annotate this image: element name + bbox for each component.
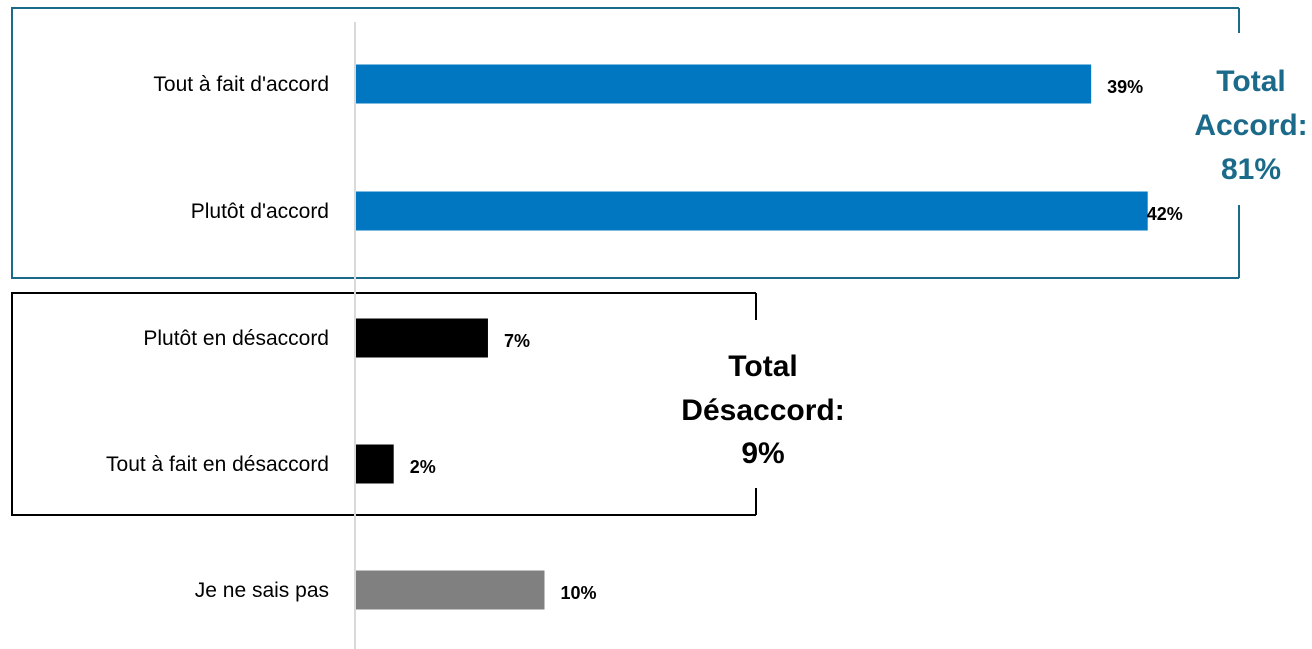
group-frames — [11, 7, 1240, 516]
total-desaccord-label: Désaccord: — [681, 394, 844, 427]
total-accord-label: 81% — [1221, 153, 1281, 186]
bar — [356, 318, 488, 358]
total-desaccord-label: Total — [728, 350, 797, 383]
category-label: Je ne sais pas — [195, 579, 329, 602]
category-label: Plutôt en désaccord — [143, 327, 329, 350]
bar — [356, 570, 545, 610]
bar — [356, 191, 1148, 231]
category-label: Plutôt d'accord — [191, 200, 329, 223]
value-labels: 39% 42% 7% 2% 10% — [410, 77, 1183, 603]
category-label: Tout à fait en désaccord — [106, 453, 329, 476]
value-label: 2% — [410, 457, 436, 477]
total-accord-label: Total — [1216, 65, 1285, 98]
total-accord-label: Accord: — [1194, 109, 1307, 142]
value-label: 42% — [1147, 204, 1183, 224]
bar — [356, 444, 394, 484]
group-totals: Total Accord: 81% Total Désaccord: 9% — [681, 65, 1307, 470]
agree-group-frame — [11, 7, 1239, 279]
bar — [356, 64, 1092, 104]
value-label: 39% — [1107, 77, 1143, 97]
category-labels: Tout à fait d'accord Plutôt d'accord Plutô… — [106, 73, 329, 602]
value-label: 10% — [561, 583, 597, 603]
bars — [356, 64, 1148, 610]
total-desaccord-label: 9% — [741, 437, 784, 470]
category-label: Tout à fait d'accord — [153, 73, 329, 96]
disagree-group-frame — [11, 292, 756, 516]
value-label: 7% — [504, 331, 530, 351]
